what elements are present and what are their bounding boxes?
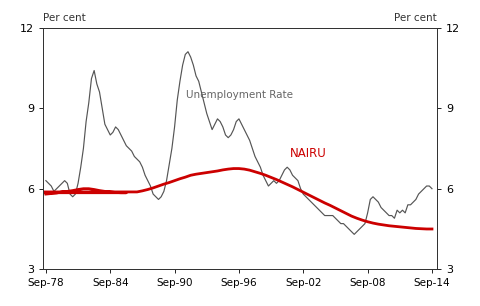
Text: Unemployment Rate: Unemployment Rate [186, 90, 293, 100]
Text: Per cent: Per cent [394, 13, 437, 23]
Text: NAIRU: NAIRU [290, 147, 326, 160]
Text: Per cent: Per cent [43, 13, 86, 23]
